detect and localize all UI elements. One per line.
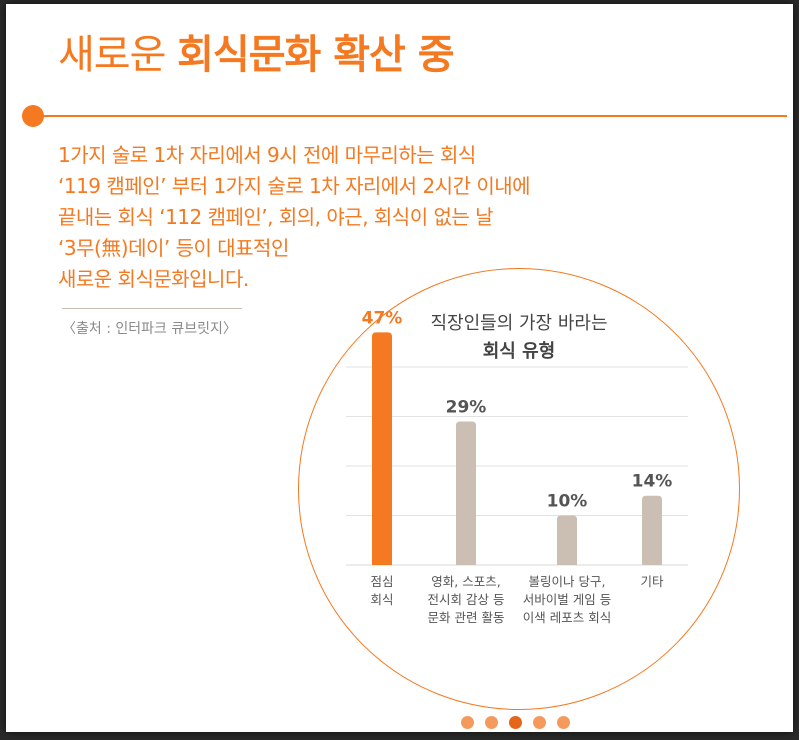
bar (372, 332, 392, 565)
pagination-dot[interactable] (509, 716, 522, 729)
description-line: 끝내는 회식 ‘112 캠페인’, 회의, 야근, 회식이 없는 날 (58, 205, 494, 229)
bar (642, 495, 662, 565)
chart-circle-frame (298, 268, 740, 710)
category-label-line: 서바이벌 게임 등 (523, 592, 611, 607)
description-line: 1가지 술로 1차 자리에서 9시 전에 마무리하는 회식 (58, 143, 476, 167)
description-line: ‘119 캠페인’ 부터 1가지 술로 1차 자리에서 2시간 이내에 (58, 174, 531, 198)
category-label-line: 이색 레포츠 회식 (523, 610, 611, 625)
source-divider (62, 308, 242, 309)
pagination-dot[interactable] (557, 716, 570, 729)
category-label-line: 영화, 스포츠, (431, 574, 500, 589)
chart-title: 직장인들의 가장 바라는 회식 유형 (298, 310, 740, 366)
category-label-line: 볼링이나 당구, (529, 574, 606, 589)
category-label-line: 전시회 감상 등 (428, 592, 505, 607)
page-title: 새로운 회식문화 확산 중 (58, 22, 455, 80)
bar-value-label: 47% (362, 308, 403, 328)
divider-line (40, 115, 787, 117)
pagination-dot[interactable] (461, 716, 474, 729)
bar-value-label: 29% (446, 397, 487, 417)
title-bold: 회식문화 확산 중 (177, 32, 454, 78)
divider-bullet-icon (22, 105, 44, 127)
pagination-dot[interactable] (533, 716, 546, 729)
bar (557, 515, 577, 565)
chart-subtitle: 회식 유형 (482, 341, 556, 362)
description-line: ‘3무(無)데이’ 등이 대표적인 (58, 236, 289, 260)
bar-value-label: 10% (547, 492, 588, 512)
chart-grid (346, 366, 688, 566)
pagination-dot[interactable] (485, 716, 498, 729)
chart-title-line: 직장인들의 가장 바라는 (430, 313, 608, 334)
description: 1가지 술로 1차 자리에서 9시 전에 마무리하는 회식 ‘119 캠페인’ … (58, 140, 618, 295)
category-label-line: 회식 (370, 592, 393, 607)
category-label-line: 기타 (640, 574, 664, 589)
bar (456, 421, 476, 565)
category-label: 기타 (640, 574, 664, 589)
source-citation: 〈출처 : 인터파크 큐브릿지〉 (62, 321, 237, 337)
chart-bars (372, 332, 662, 565)
title-light: 새로운 (58, 32, 166, 78)
bar-value-label: 14% (632, 472, 673, 492)
category-label-line: 문화 관련 활동 (428, 610, 505, 625)
description-line: 새로운 회식문화입니다. (58, 267, 249, 291)
category-label-line: 점심 (370, 574, 393, 589)
